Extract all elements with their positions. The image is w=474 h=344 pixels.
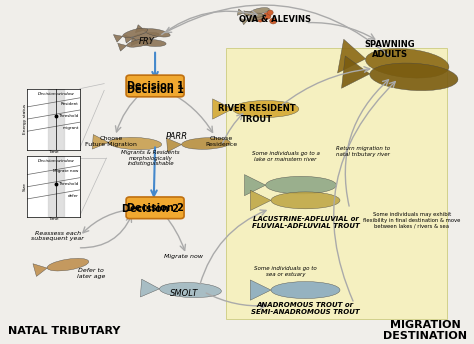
Text: Decision 2: Decision 2 xyxy=(122,204,179,214)
Polygon shape xyxy=(92,135,109,149)
Text: Decision 1: Decision 1 xyxy=(127,85,183,95)
Text: ANADROMOUS TROUT or
SEMI-ANADROMOUS TROUT: ANADROMOUS TROUT or SEMI-ANADROMOUS TROU… xyxy=(251,302,360,315)
Text: Defer to
later age: Defer to later age xyxy=(77,268,105,279)
Ellipse shape xyxy=(160,282,221,298)
Polygon shape xyxy=(118,43,127,51)
Polygon shape xyxy=(244,11,251,17)
Text: Some individuals go to
sea or estuary: Some individuals go to sea or estuary xyxy=(254,266,317,277)
Ellipse shape xyxy=(127,39,153,47)
Ellipse shape xyxy=(271,282,340,299)
Ellipse shape xyxy=(182,138,230,149)
Polygon shape xyxy=(237,9,244,15)
Ellipse shape xyxy=(370,63,458,91)
Polygon shape xyxy=(245,175,265,196)
Ellipse shape xyxy=(263,13,271,19)
Text: SMOLT: SMOLT xyxy=(170,289,198,298)
Polygon shape xyxy=(250,280,271,300)
Ellipse shape xyxy=(145,29,170,37)
FancyBboxPatch shape xyxy=(226,48,447,319)
Polygon shape xyxy=(33,264,47,277)
Text: Choose
Future Migration: Choose Future Migration xyxy=(85,136,137,147)
Text: SPAWNING
ADULTS: SPAWNING ADULTS xyxy=(364,40,415,60)
Polygon shape xyxy=(124,35,133,43)
Text: MIGRATION
DESTINATION: MIGRATION DESTINATION xyxy=(383,320,467,342)
Ellipse shape xyxy=(265,176,337,194)
FancyBboxPatch shape xyxy=(126,197,184,219)
Text: Reassess each
subsequent year: Reassess each subsequent year xyxy=(31,230,84,241)
Polygon shape xyxy=(212,99,232,119)
Polygon shape xyxy=(250,190,271,211)
Ellipse shape xyxy=(47,258,89,271)
Text: Decision 1: Decision 1 xyxy=(127,81,183,91)
Ellipse shape xyxy=(140,40,166,46)
Text: NATAL TRIBUTARY: NATAL TRIBUTARY xyxy=(8,326,120,336)
Text: OVA & ALEVINS: OVA & ALEVINS xyxy=(238,15,310,24)
FancyBboxPatch shape xyxy=(126,75,184,97)
Ellipse shape xyxy=(270,18,277,24)
Ellipse shape xyxy=(271,192,340,209)
Text: Choose
Residence: Choose Residence xyxy=(205,136,237,147)
Polygon shape xyxy=(166,138,182,152)
Text: Decision 2: Decision 2 xyxy=(127,203,183,213)
Polygon shape xyxy=(337,39,365,73)
Text: Some individuals may exhibit
flexibility in final destination & move
between lak: Some individuals may exhibit flexibility… xyxy=(363,212,460,229)
Text: Migrants & Residents
morphologically
indistinguishable: Migrants & Residents morphologically ind… xyxy=(121,150,180,166)
Polygon shape xyxy=(140,279,160,297)
Ellipse shape xyxy=(250,8,269,14)
Text: RIVER RESIDENT
TROUT: RIVER RESIDENT TROUT xyxy=(218,104,296,124)
Ellipse shape xyxy=(267,10,273,15)
Text: FRY: FRY xyxy=(138,37,154,46)
Ellipse shape xyxy=(133,32,159,40)
Text: PARR: PARR xyxy=(166,131,188,141)
Ellipse shape xyxy=(257,17,264,22)
Polygon shape xyxy=(131,37,140,46)
Text: Return migration to
natal tributary river: Return migration to natal tributary rive… xyxy=(336,146,390,157)
Ellipse shape xyxy=(247,14,266,21)
Ellipse shape xyxy=(365,49,449,78)
Polygon shape xyxy=(113,35,123,42)
Ellipse shape xyxy=(123,28,148,37)
Polygon shape xyxy=(341,56,370,88)
Text: Some individuals go to a
lake or mainstem river: Some individuals go to a lake or mainste… xyxy=(252,151,319,162)
Ellipse shape xyxy=(109,137,162,150)
Text: LACUSTRINE-ADFLUVIAL or
FLUVIAL-ADFLUVIAL TROUT: LACUSTRINE-ADFLUVIAL or FLUVIAL-ADFLUVIA… xyxy=(252,216,359,229)
Polygon shape xyxy=(241,19,248,25)
Ellipse shape xyxy=(244,11,263,17)
Ellipse shape xyxy=(232,100,299,117)
Text: Migrate now: Migrate now xyxy=(164,254,203,259)
Polygon shape xyxy=(136,25,145,33)
